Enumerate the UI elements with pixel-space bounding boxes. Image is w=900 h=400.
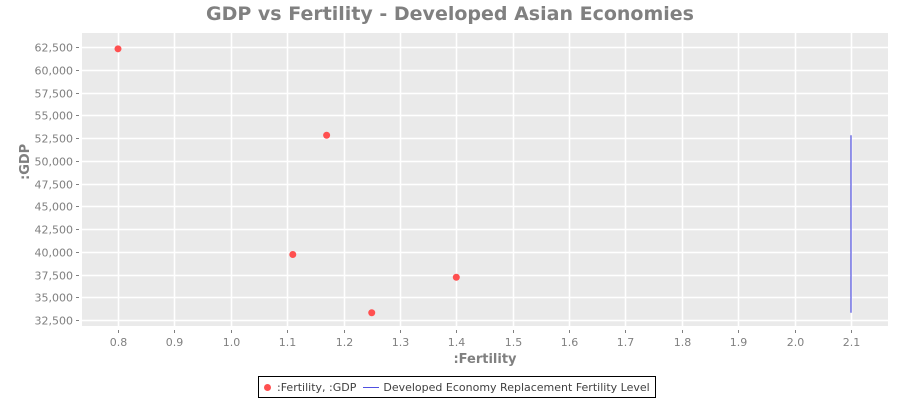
x-tick-label: 2.1 xyxy=(843,336,861,349)
grid xyxy=(82,33,888,326)
legend-marker-scatter xyxy=(264,383,271,391)
chart-title: GDP vs Fertility - Developed Asian Econo… xyxy=(206,3,694,25)
y-tick-label: 45,000 xyxy=(35,201,74,214)
legend-marker-line xyxy=(363,386,380,388)
x-axis-label: :Fertility xyxy=(453,352,517,367)
scatter-point xyxy=(368,309,376,317)
x-tick-label: 1.5 xyxy=(505,336,523,349)
x-tick-label: 1.9 xyxy=(730,336,748,349)
x-tick-label: 1.2 xyxy=(336,336,354,349)
x-tick-label: 1.8 xyxy=(674,336,692,349)
scatter-point xyxy=(452,273,460,281)
y-tick-label: 50,000 xyxy=(35,156,74,169)
y-tick-label: 47,500 xyxy=(35,179,74,192)
chart-svg: 32,500 35,000 37,500 40,000 42,500 45,000 47,5… xyxy=(35,33,888,349)
x-tick-label: 0.8 xyxy=(110,336,128,349)
y-tick-label: 37,500 xyxy=(35,270,74,283)
y-tick-label: 62,500 xyxy=(35,42,74,55)
plot-area xyxy=(82,33,888,326)
scatter-point xyxy=(323,131,331,139)
x-tick-label: 2.0 xyxy=(787,336,805,349)
y-tick-label: 60,000 xyxy=(35,65,74,78)
y-tick-label: 52,500 xyxy=(35,133,74,146)
x-tick-label: 0.9 xyxy=(166,336,184,349)
series-layer xyxy=(114,45,852,317)
x-tick-label: 1.6 xyxy=(561,336,579,349)
legend: :Fertility, :GDP Developed Economy Repla… xyxy=(258,376,656,398)
legend-label-line: Developed Economy Replacement Fertility … xyxy=(383,380,650,394)
y-tick-label: 35,000 xyxy=(35,292,74,305)
y-tick-label: 32,500 xyxy=(35,315,74,328)
legend-label-scatter: :Fertility, :GDP xyxy=(277,380,357,394)
x-tick-label: 1.4 xyxy=(448,336,466,349)
y-axis: 32,500 35,000 37,500 40,000 42,500 45,000 47,5… xyxy=(35,42,79,328)
x-tick-label: 1.1 xyxy=(279,336,297,349)
x-axis: 0.8 0.9 1.0 1.1 1.2 1.3 1.4 1.5 1.6 1.7 1.8 1.9 2.0 2… xyxy=(110,330,861,349)
y-tick-label: 42,500 xyxy=(35,224,74,237)
x-tick-label: 1.3 xyxy=(392,336,410,349)
x-tick-label: 1.7 xyxy=(617,336,635,349)
scatter-point xyxy=(114,45,122,53)
y-tick-label: 40,000 xyxy=(35,247,74,260)
x-tick-label: 1.0 xyxy=(223,336,241,349)
scatter-point xyxy=(289,250,297,258)
y-tick-label: 55,000 xyxy=(35,110,74,123)
y-tick-label: 57,500 xyxy=(35,88,74,101)
